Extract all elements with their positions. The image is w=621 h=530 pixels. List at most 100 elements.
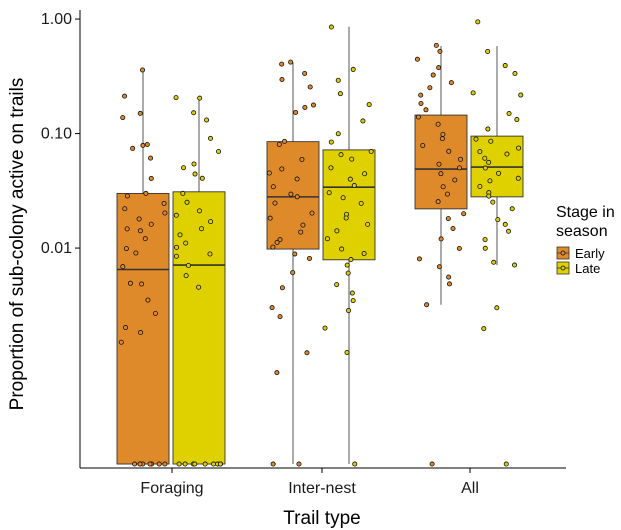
data-point — [199, 175, 205, 181]
data-point — [269, 305, 275, 311]
data-point — [202, 461, 208, 467]
data-point — [140, 67, 146, 73]
data-point — [427, 85, 433, 91]
data-point — [173, 95, 179, 101]
data-point — [456, 246, 462, 252]
data-point — [481, 326, 487, 332]
data-point — [435, 199, 441, 205]
data-point — [475, 19, 481, 25]
data-point — [124, 193, 130, 199]
data-point — [300, 222, 306, 228]
data-point — [335, 131, 341, 137]
data-point — [490, 199, 496, 205]
data-point — [182, 461, 188, 467]
data-point — [307, 84, 313, 90]
data-point — [423, 107, 429, 113]
data-point — [328, 165, 334, 171]
data-point — [516, 145, 522, 151]
data-point — [142, 236, 148, 242]
data-point — [174, 244, 180, 250]
data-point — [299, 156, 305, 162]
data-point — [420, 142, 426, 148]
plot-area — [116, 19, 524, 467]
data-point — [487, 178, 493, 184]
x-tick-label: Foraging — [140, 480, 203, 497]
data-point — [440, 131, 446, 137]
data-point — [274, 370, 280, 376]
data-point — [294, 176, 300, 182]
data-point — [512, 71, 518, 77]
data-point — [208, 135, 214, 141]
data-point — [433, 42, 439, 48]
data-point — [208, 219, 214, 225]
data-point — [358, 200, 364, 206]
data-point — [136, 216, 142, 222]
data-point — [450, 225, 456, 231]
data-point — [196, 208, 202, 214]
data-point — [339, 246, 345, 252]
data-point — [512, 262, 518, 268]
data-point — [207, 251, 213, 257]
data-point — [270, 244, 276, 250]
box-inter-nest-late — [322, 26, 376, 465]
data-point — [204, 117, 210, 123]
data-point — [366, 102, 372, 108]
data-point — [473, 136, 479, 142]
data-point — [418, 92, 424, 98]
data-point — [430, 72, 436, 78]
data-point — [139, 281, 145, 287]
data-point — [495, 217, 501, 223]
data-point — [349, 290, 355, 296]
data-point — [424, 302, 430, 308]
data-point — [335, 77, 341, 83]
data-point — [143, 190, 149, 196]
data-point — [349, 156, 355, 162]
data-point — [486, 193, 492, 199]
data-point — [145, 297, 151, 303]
data-point — [309, 210, 315, 216]
data-point — [302, 70, 308, 76]
data-point — [482, 155, 488, 161]
legend-title-line-1: Stage in — [556, 204, 615, 221]
data-point — [302, 104, 308, 110]
data-point — [360, 118, 366, 124]
data-point — [296, 461, 302, 467]
data-point — [514, 117, 520, 123]
data-point — [439, 136, 445, 142]
data-point — [282, 138, 288, 144]
y-tick-label: 0.01 — [41, 240, 72, 257]
data-point — [502, 221, 508, 227]
data-point — [482, 237, 488, 243]
data-point — [429, 461, 435, 467]
legend-key-late: Late — [556, 261, 600, 276]
data-point — [437, 48, 443, 54]
data-point — [482, 165, 488, 171]
data-point — [304, 350, 310, 356]
data-point — [156, 461, 162, 467]
data-point — [162, 210, 168, 216]
data-point — [438, 236, 444, 242]
box-body — [172, 191, 226, 465]
data-point — [509, 206, 515, 212]
box-all-early — [414, 46, 468, 305]
data-point — [310, 102, 316, 108]
data-point — [270, 184, 276, 190]
data-point — [290, 270, 296, 276]
data-point — [440, 184, 446, 190]
data-point — [181, 165, 187, 171]
x-tick-label: All — [461, 480, 479, 497]
legend-label: Late — [575, 261, 600, 276]
y-axis-ticks: 1.00 0.10 0.01 — [41, 11, 80, 257]
data-point — [347, 176, 353, 182]
data-point — [515, 175, 521, 181]
data-point — [279, 76, 285, 82]
data-point — [279, 61, 285, 67]
data-point — [486, 159, 492, 165]
box-all-late — [470, 46, 524, 266]
data-point — [461, 211, 467, 217]
legend-key-early: Early — [556, 246, 605, 261]
data-point — [518, 92, 524, 98]
data-point — [183, 273, 189, 279]
data-point — [118, 339, 124, 345]
